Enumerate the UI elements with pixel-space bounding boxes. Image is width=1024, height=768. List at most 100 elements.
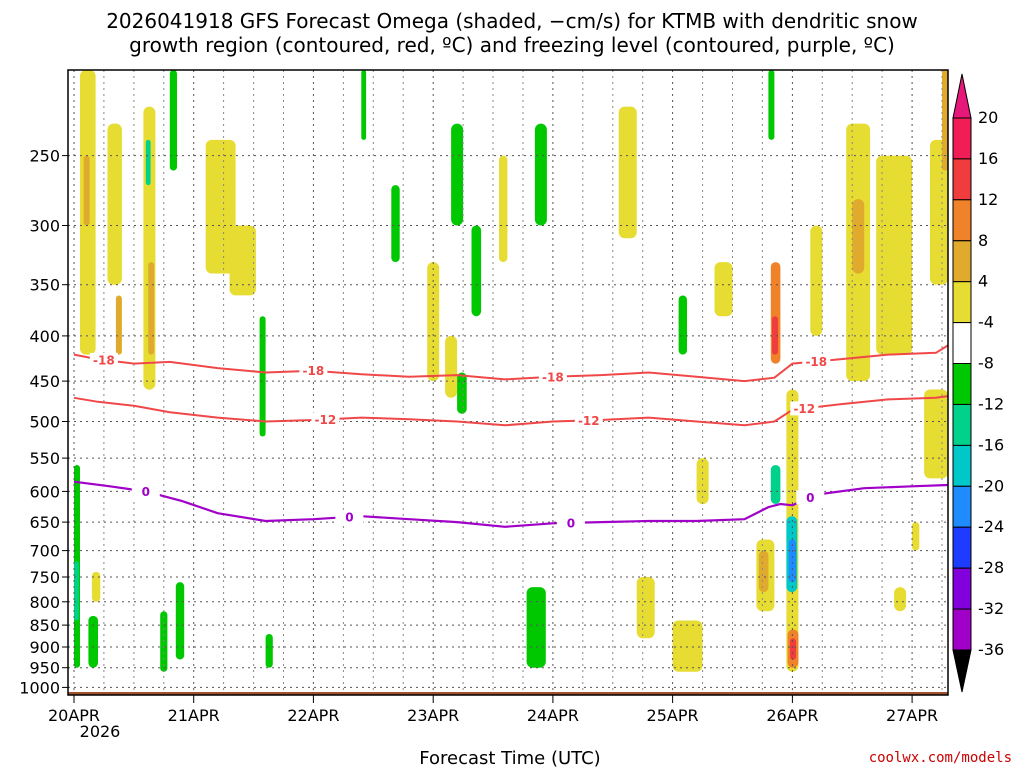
- omega-cell-29: [618, 106, 637, 239]
- omega-cell-19: [391, 185, 400, 263]
- colorbar-segment-0: [952, 117, 972, 160]
- plot-area: -18 -18 -18 -18 -12 -12 -12 0 0 0 0: [67, 69, 949, 696]
- omega-cell-22: [445, 335, 458, 398]
- colorbar: 20 16 12 8 4 -4 -8 -12 -16 -20 -24 -28 -32 -36: [952, 73, 1004, 693]
- y-tick-label: 300: [29, 217, 60, 236]
- omega-cell-51: [942, 70, 948, 171]
- omega-cell-30: [636, 577, 655, 639]
- colorbar-segment-12: [952, 608, 972, 651]
- omega-cell-52: [924, 389, 948, 479]
- omega-cell-21: [451, 123, 464, 226]
- x-tick-label: 21APR: [168, 706, 220, 725]
- y-tick-label: 550: [29, 449, 60, 468]
- colorbar-label: -36: [978, 640, 1004, 659]
- omega-cell-3: [83, 155, 90, 226]
- contour-label-freezing: 0: [806, 491, 814, 505]
- colorbar-label: -16: [978, 435, 1004, 454]
- x-tick-label: 23APR: [407, 706, 459, 725]
- omega-cell-9: [145, 139, 151, 186]
- contour-label-dendritic: -18: [542, 370, 564, 384]
- omega-cell-31: [678, 295, 687, 355]
- colorbar-segment-3: [952, 240, 972, 283]
- omega-cell-24: [471, 225, 482, 317]
- x-tick-label: 24APR: [527, 706, 579, 725]
- temperature-contours: -18 -18 -18 -18 -12 -12 -12 0 0 0 0: [73, 344, 949, 530]
- contour-label-dendritic: -18: [805, 355, 827, 369]
- omega-cell-28: [526, 587, 546, 668]
- omega-cell-39: [772, 316, 778, 355]
- y-tick-label: 450: [29, 372, 60, 391]
- contour-label-freezing: 0: [345, 510, 353, 524]
- colorbar-segment-6: [952, 363, 972, 405]
- omega-cell-37: [768, 70, 775, 140]
- omega-cell-14: [205, 139, 236, 274]
- plot-background: [68, 70, 948, 695]
- x-tick-label: 27APR: [886, 706, 938, 725]
- contour-label-freezing: 0: [142, 485, 150, 499]
- ground-strip: [68, 692, 948, 695]
- contour-label-dendritic: -12: [315, 413, 337, 427]
- colorbar-segment-7: [952, 404, 972, 446]
- colorbar-label: -12: [978, 395, 1004, 414]
- y-tick-label: 600: [29, 482, 60, 501]
- colorbar-label: 20: [978, 108, 998, 127]
- credit-text: coolwx.com/models: [869, 750, 1012, 766]
- omega-cell-17: [265, 634, 273, 668]
- colorbar-label: -24: [978, 517, 1004, 536]
- colorbar-label: -20: [978, 476, 1004, 495]
- y-tick-label: 400: [29, 327, 60, 346]
- plot-frame: [67, 69, 949, 696]
- x-tick-label: 20APR: [48, 706, 100, 725]
- contour-label-bg: [89, 352, 118, 367]
- colorbar-over-arrow: [952, 73, 972, 119]
- y-tick-label: 800: [29, 593, 60, 612]
- colorbar-segment-11: [952, 567, 972, 610]
- omega-cell-12: [175, 582, 185, 660]
- contour-label-dendritic: -18: [303, 364, 325, 378]
- omega-cell-25: [499, 155, 508, 263]
- chart-title-line-2: growth region (contoured, red, ºC) and f…: [129, 33, 895, 57]
- contour-label-bg: [796, 490, 825, 505]
- colorbar-segment-2: [952, 199, 972, 242]
- grid-lines: [68, 70, 948, 695]
- contour-label-dendritic: -12: [578, 414, 600, 428]
- colorbar-label: 4: [978, 272, 988, 291]
- omega-cell-53: [912, 522, 920, 551]
- omega-cell-34: [672, 620, 703, 672]
- omega-shading: [74, 70, 948, 672]
- chart-title-line-1: 2026041918 GFS Forecast Omega (shaded, −…: [106, 9, 918, 33]
- y-tick-label: 500: [29, 413, 60, 432]
- y-tick-label: 900: [29, 638, 60, 657]
- y-tick-label: 350: [29, 276, 60, 295]
- colorbar-segment-10: [952, 526, 972, 569]
- colorbar-label: 16: [978, 149, 998, 168]
- omega-cell-32: [696, 458, 709, 505]
- contour-label-bg: [311, 412, 340, 427]
- colorbar-segment-4: [952, 281, 972, 324]
- y-tick-label: 650: [29, 513, 60, 532]
- x-tick-label: 25APR: [647, 706, 699, 725]
- x-tick-label: 22APR: [287, 706, 339, 725]
- omega-cell-10: [148, 262, 155, 355]
- omega-cell-40: [770, 465, 781, 504]
- contour-label-bg: [335, 509, 364, 524]
- omega-cell-4: [88, 615, 98, 668]
- x-axis-label: Forecast Time (UTC): [419, 748, 600, 768]
- contour-label-bg: [556, 515, 585, 530]
- omega-cell-5: [91, 571, 101, 602]
- y-tick-label: 750: [29, 568, 60, 587]
- omega-cell-46: [810, 225, 823, 336]
- omega-cell-1: [74, 561, 79, 621]
- contour-label-bg: [790, 401, 819, 416]
- omega-cell-15: [229, 225, 256, 296]
- contour-label-bg: [574, 413, 603, 428]
- y-tick-label: 250: [29, 147, 60, 166]
- y-tick-label: 850: [29, 616, 60, 635]
- x-axis: 20APR 21APR 22APR 23APR 24APR 25APR 26APR 27APR: [48, 695, 938, 725]
- omega-cell-18: [361, 70, 367, 140]
- colorbar-label: -8: [978, 354, 994, 373]
- colorbar-segment-9: [952, 485, 972, 528]
- contour-label-bg: [802, 354, 831, 369]
- x-axis-year: 2026: [80, 722, 121, 741]
